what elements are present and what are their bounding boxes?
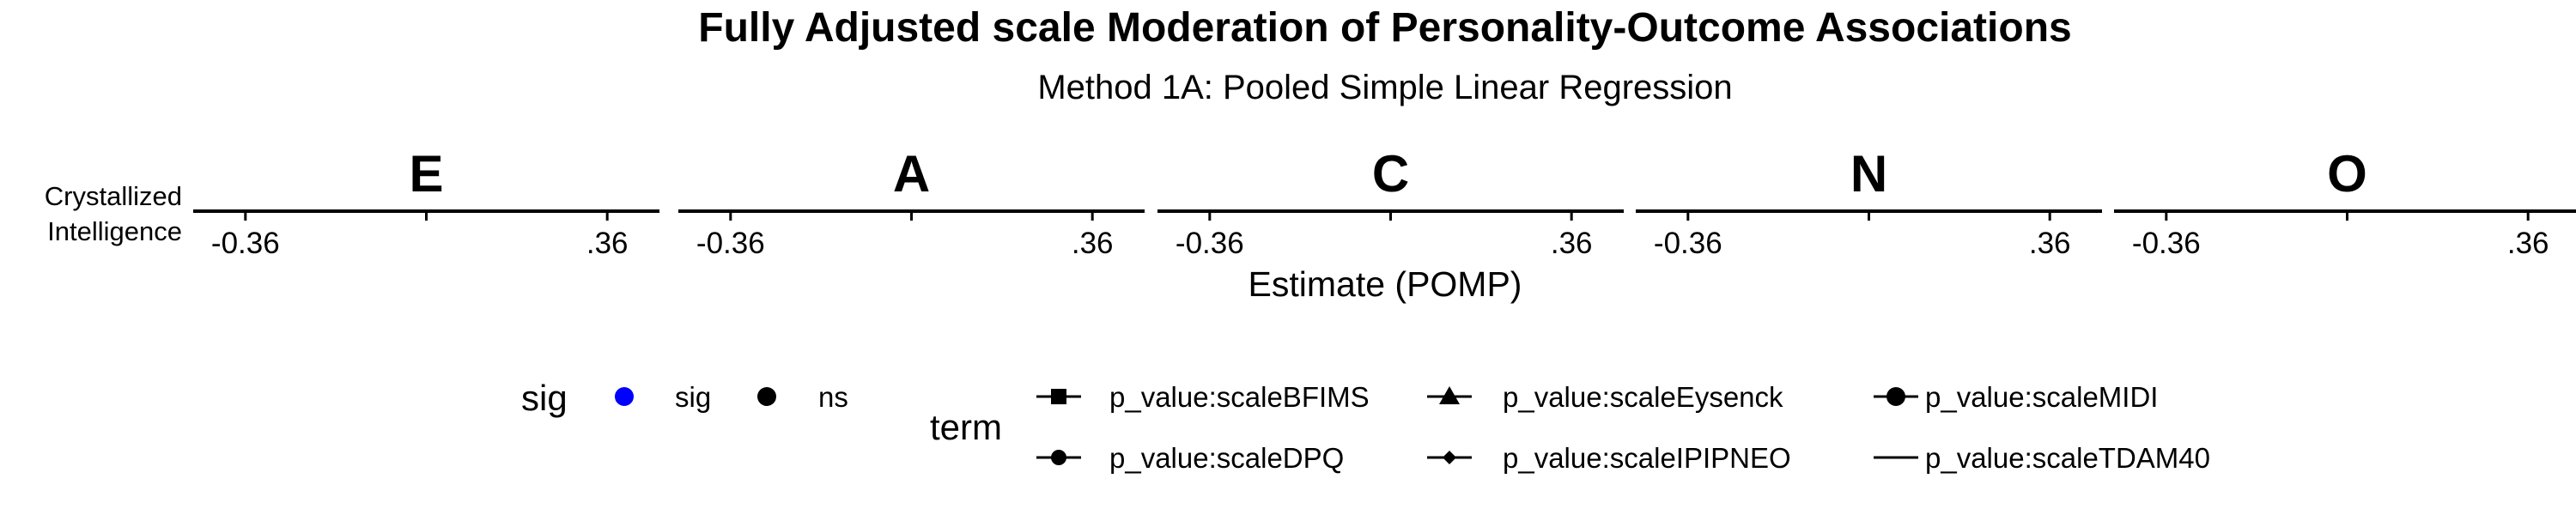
legend-term-key-circle (1036, 450, 1081, 465)
facet-panel-O: O -0.36 .36 (2114, 145, 2576, 260)
row-label: Crystallized Intelligence (45, 181, 182, 246)
x-tick-label: .36 (2029, 227, 2071, 260)
legend-term-label: p_value:scaleEysenck (1503, 381, 1783, 413)
row-label-line-1: Crystallized (45, 181, 182, 211)
legend-sig-title: sig (521, 378, 568, 418)
legend-term-label: p_value:scaleBFIMS (1109, 381, 1370, 413)
facet-strip-label: E (409, 145, 443, 203)
facet-panel-C: C -0.36 .36 (1157, 145, 1624, 260)
facet-panel-A: A -0.36 .36 (678, 145, 1145, 260)
legend-sig-key-sig (615, 387, 634, 406)
x-tick-label: -0.36 (211, 227, 280, 260)
legend-term-title: term (930, 407, 1002, 447)
legend-term-label: p_value:scaleDPQ (1109, 442, 1344, 474)
legend-term-key-diamond (1427, 451, 1472, 464)
chart-subtitle: Method 1A: Pooled Simple Linear Regressi… (1037, 69, 1732, 106)
legend-term-label: p_value:scaleTDAM40 (1925, 442, 2210, 474)
x-axis-label: Estimate (POMP) (1249, 264, 1522, 304)
facet-strip-label: C (1372, 145, 1409, 203)
legend-sig: sig sig ns (521, 378, 848, 418)
legend-sig-label: sig (675, 381, 711, 413)
x-tick-label: -0.36 (696, 227, 765, 260)
facet-panel-E: E -0.36 .36 (193, 145, 659, 260)
x-tick-label: .36 (1072, 227, 1114, 260)
x-tick-label: .36 (1551, 227, 1593, 260)
legend-term-key-circle-large (1874, 387, 1918, 406)
x-tick-label: -0.36 (1654, 227, 1722, 260)
facet-panels: E -0.36 .36 A -0.36 .36 C -0.36 .36 N -0.36 .36 O -0.… (193, 145, 2576, 260)
facet-panel-N: N -0.36 .36 (1636, 145, 2102, 260)
legend-term-key-square (1036, 389, 1081, 404)
chart-title: Fully Adjusted scale Moderation of Perso… (698, 5, 2071, 51)
legend-term-key-triangle (1427, 386, 1472, 404)
facet-strip-label: A (893, 145, 930, 203)
x-tick-label: -0.36 (2132, 227, 2201, 260)
row-label-line-2: Intelligence (47, 216, 182, 246)
legend-sig-label: ns (818, 381, 848, 413)
x-tick-label: .36 (586, 227, 629, 260)
facet-strip-label: N (1850, 145, 1887, 203)
legend-term-label: p_value:scaleMIDI (1925, 381, 2158, 413)
legend-term: term p_value:scaleBFIMS p_value:scaleDPQ p_… (930, 381, 2210, 474)
legend-sig-key-ns (757, 387, 776, 406)
legend-term-label: p_value:scaleIPIPNEO (1503, 442, 1791, 474)
x-tick-label: -0.36 (1176, 227, 1244, 260)
facet-strip-label: O (2327, 145, 2367, 203)
x-tick-label: .36 (2507, 227, 2549, 260)
